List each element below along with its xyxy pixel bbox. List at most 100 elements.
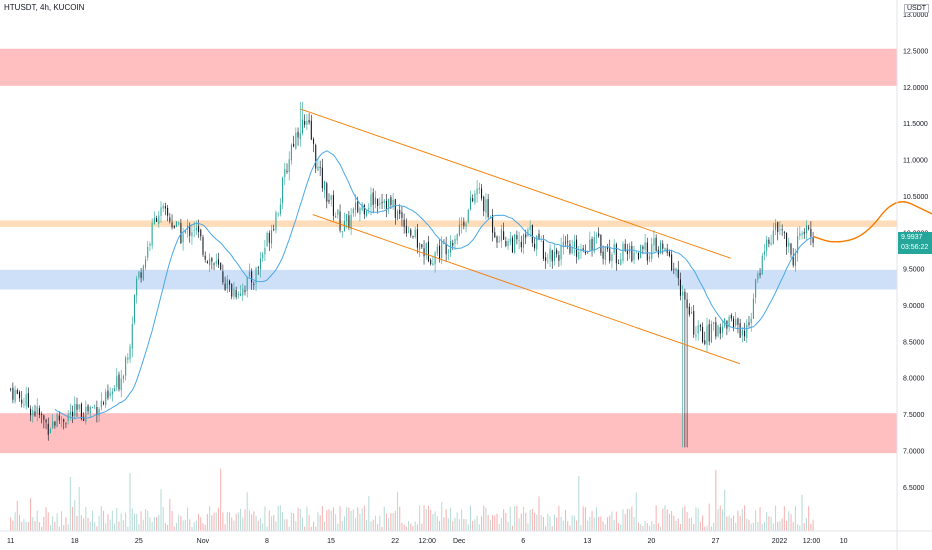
candle-body <box>83 416 85 421</box>
volume-bar <box>18 514 21 531</box>
time-tick-label: 15 <box>327 538 335 545</box>
candle-body <box>310 120 312 140</box>
volume-bar <box>797 524 799 531</box>
volume-bar <box>534 512 536 531</box>
candle-body <box>27 393 29 407</box>
volume-bar <box>666 509 668 531</box>
candle-body <box>158 215 160 224</box>
candle-body <box>598 233 600 237</box>
candle-body <box>549 248 551 260</box>
candle-body <box>438 245 441 259</box>
candle-body <box>74 403 76 416</box>
last-price-value: 9.9937 <box>901 234 923 241</box>
volume-bar <box>195 520 197 531</box>
volume-bar <box>675 520 677 531</box>
time-tick-label: 10 <box>840 538 848 545</box>
candle-body <box>282 177 284 203</box>
volume-bar <box>615 511 617 531</box>
candle-body <box>748 322 750 325</box>
candle-body <box>36 406 38 414</box>
candle-body <box>129 346 131 360</box>
price-tick-label: 12.0000 <box>903 85 928 92</box>
volume-bar <box>801 494 803 531</box>
time-tick-label: 6 <box>521 538 525 545</box>
volume-bar <box>480 516 483 531</box>
volume-bar <box>200 517 202 531</box>
candle-body <box>651 244 653 259</box>
currency-unit-label[interactable]: USDT <box>904 4 930 13</box>
volume-bar <box>503 509 505 531</box>
candle-body <box>405 226 407 234</box>
volume-bar <box>332 507 334 531</box>
volume-bar <box>217 507 220 531</box>
candle-body <box>761 255 763 275</box>
candle-body <box>480 188 483 199</box>
candle-body <box>494 232 496 238</box>
volume-bar <box>695 507 697 531</box>
candle-body <box>98 408 100 416</box>
candle-body <box>432 263 434 266</box>
volume-bar <box>352 509 354 531</box>
candle-body <box>713 322 715 324</box>
candle-body <box>178 221 180 224</box>
volume-bar <box>498 524 500 531</box>
volume-bar <box>87 517 89 531</box>
volume-bar <box>454 517 456 531</box>
moving-average-line <box>54 150 814 420</box>
volume-bar <box>107 514 109 531</box>
candle-body <box>551 250 553 262</box>
volume-bar <box>790 514 792 531</box>
candle-body <box>454 239 456 244</box>
volume-bar <box>63 525 65 531</box>
candle-body <box>642 246 644 249</box>
candle-body <box>206 261 208 263</box>
volume-bar <box>74 500 76 531</box>
volume-bar <box>27 522 29 531</box>
candle-body <box>107 390 109 398</box>
volume-bar <box>204 524 206 531</box>
candle-body <box>279 204 281 215</box>
candle-body <box>144 259 147 268</box>
candle-body <box>195 227 197 230</box>
candle-body <box>739 323 741 338</box>
volume-bar <box>105 523 107 531</box>
volume-bars <box>10 468 814 531</box>
candle-body <box>786 232 788 247</box>
candle-body <box>58 415 60 421</box>
volume-bar <box>202 523 204 531</box>
volume-bar <box>438 521 441 531</box>
volume-bar <box>85 507 87 531</box>
price-tick-label: 8.0000 <box>903 376 925 383</box>
volume-bar <box>32 517 34 531</box>
candle-body <box>182 233 184 243</box>
candle-body <box>467 209 469 223</box>
candle-body <box>755 279 757 298</box>
candle-body <box>673 268 675 270</box>
volume-bar <box>180 516 182 531</box>
volume-bar <box>290 512 292 531</box>
candle-body <box>514 234 516 254</box>
volume-bar <box>618 522 620 531</box>
volume-bar <box>379 515 381 531</box>
volume-bar <box>361 508 363 531</box>
volume-bar <box>78 487 80 531</box>
volume-bar <box>653 524 655 531</box>
candle-body <box>198 226 200 232</box>
candle-body <box>485 199 487 213</box>
projection-path <box>812 201 932 243</box>
volume-bar <box>173 526 175 531</box>
volume-bar <box>757 522 759 531</box>
volume-bar <box>476 515 478 531</box>
volume-bar <box>310 526 312 531</box>
volume-bar <box>746 518 748 531</box>
candle-body <box>65 422 67 424</box>
time-axis[interactable]: 11 18 25 Nov 8 15 22 12:00 Dec 6 13 20 27 2022 12:00 10 <box>7 538 848 545</box>
volume-bar <box>169 498 171 531</box>
candle-body <box>529 226 531 231</box>
volume-bar <box>538 496 540 531</box>
candle-body <box>56 413 58 428</box>
volume-bar <box>662 508 664 531</box>
volume-bar <box>275 521 277 531</box>
candle-body <box>324 181 326 191</box>
